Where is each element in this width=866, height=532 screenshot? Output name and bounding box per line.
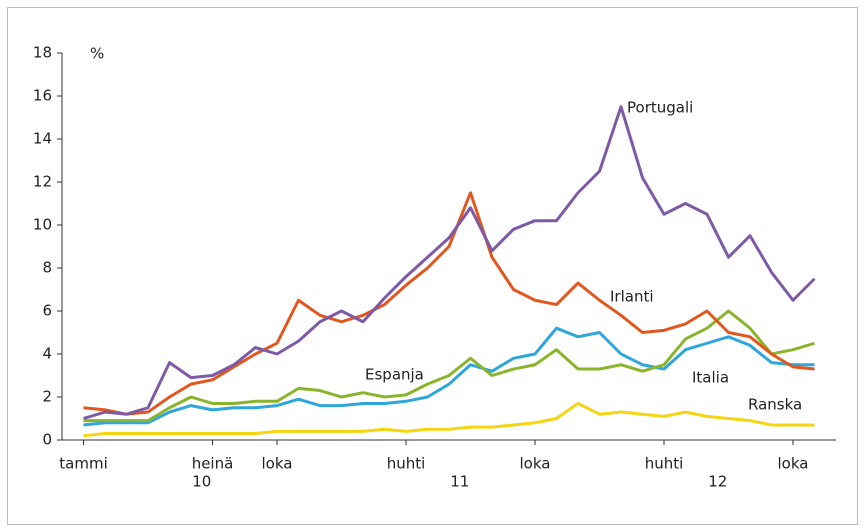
y-tick-label: 8: [42, 259, 52, 277]
y-tick-label: 18: [33, 44, 52, 62]
x-tick-label: loka: [262, 455, 293, 473]
x-tick-label: loka: [520, 455, 551, 473]
y-tick-label: 4: [42, 345, 52, 363]
y-tick-label: 0: [42, 431, 52, 449]
frame: [7, 7, 858, 525]
series-label: Irlanti: [610, 288, 654, 306]
series-label: Ranska: [748, 396, 802, 414]
y-tick-label: 16: [33, 87, 52, 105]
y-tick-label: 6: [42, 302, 52, 320]
y-tick-label: 14: [33, 130, 52, 148]
x-tick-label: loka: [778, 455, 809, 473]
series-label: Espanja: [365, 366, 424, 384]
series-line: [83, 105, 816, 420]
year-label: 10: [192, 473, 211, 491]
year-label: 12: [708, 473, 727, 491]
x-tick-label: heinä: [192, 455, 234, 473]
unit-label: %: [90, 45, 104, 63]
series-label: Portugali: [627, 99, 693, 117]
x-tick-label: tammi: [59, 455, 107, 473]
series-line: [83, 309, 815, 423]
year-label: 11: [450, 473, 469, 491]
x-tick-label: huhti: [387, 455, 426, 473]
y-tick-label: 10: [33, 216, 52, 234]
series-line: [83, 326, 815, 427]
series-line: [83, 191, 815, 416]
series-label: Italia: [692, 369, 729, 387]
y-tick-label: 2: [42, 388, 52, 406]
series-line: [83, 401, 815, 438]
x-tick-label: huhti: [645, 455, 684, 473]
y-tick-label: 12: [33, 173, 52, 191]
